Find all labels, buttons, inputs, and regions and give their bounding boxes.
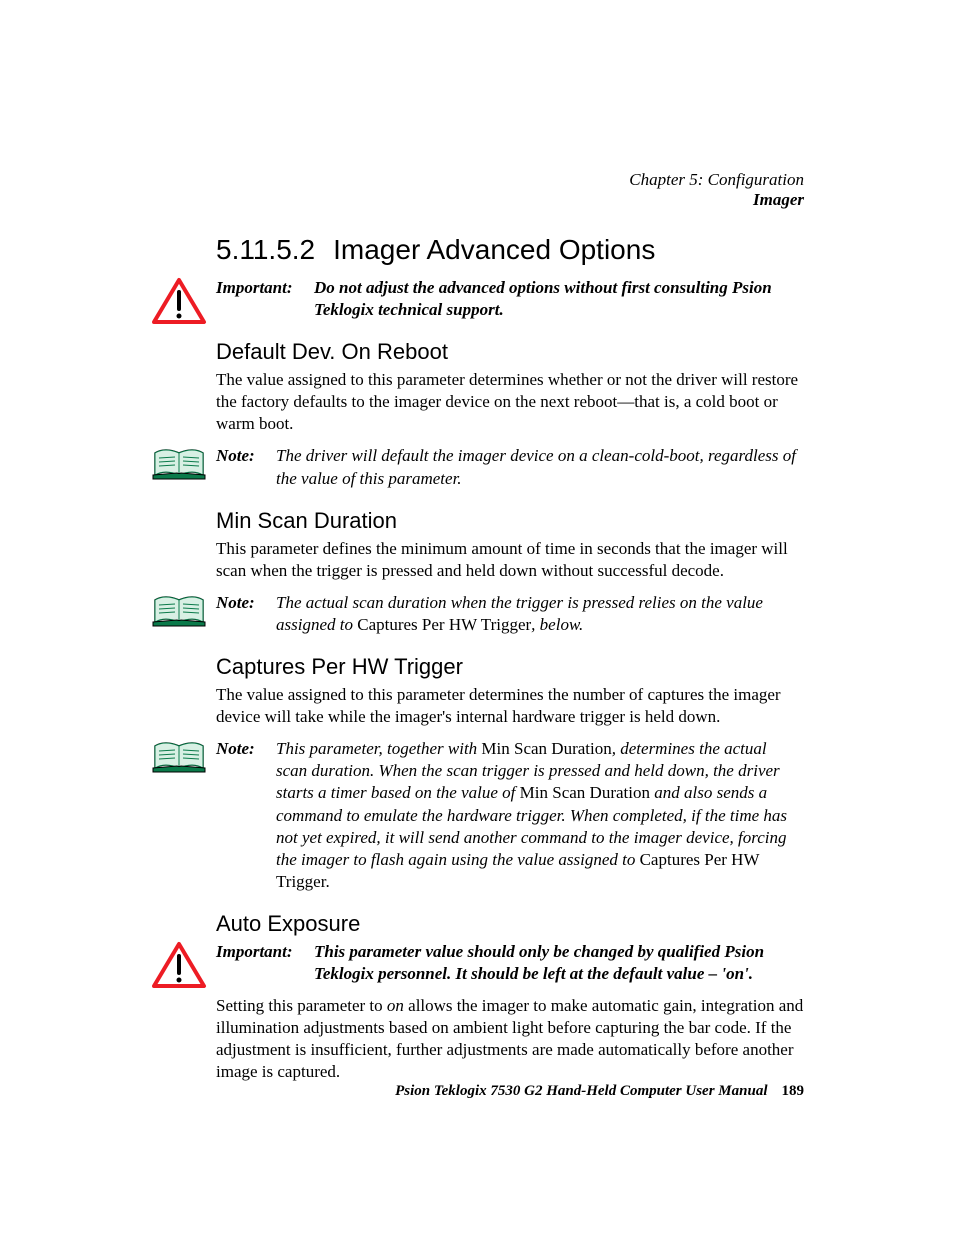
important-text: This parameter value should only be chan…: [314, 941, 798, 985]
header-section: Imager: [629, 190, 804, 210]
subheading-min-scan: Min Scan Duration: [216, 508, 804, 534]
book-icon: [151, 738, 207, 776]
note-label: Note:: [216, 445, 276, 467]
subheading-default-dev: Default Dev. On Reboot: [216, 339, 804, 365]
important-text: Do not adjust the advanced options witho…: [314, 277, 798, 321]
warning-icon: [151, 941, 207, 989]
important-label: Important:: [216, 277, 314, 299]
note-label: Note:: [216, 738, 276, 760]
body-auto-exposure: Setting this parameter to on allows the …: [216, 995, 804, 1083]
note-block-2: Note:The actual scan duration when the t…: [216, 592, 804, 636]
note-block-1: Note:The driver will default the imager …: [216, 445, 804, 489]
content-area: 5.11.5.2 Imager Advanced Options Importan…: [216, 230, 804, 1093]
book-icon: [151, 592, 207, 630]
note-label: Note:: [216, 592, 276, 614]
book-icon: [151, 445, 207, 483]
body-default-dev: The value assigned to this parameter det…: [216, 369, 804, 435]
footer-text: Psion Teklogix 7530 G2 Hand-Held Compute…: [395, 1083, 767, 1099]
note-text: The driver will default the imager devic…: [276, 445, 798, 489]
note-block-3: Note:This parameter, together with Min S…: [216, 738, 804, 893]
page-footer: Psion Teklogix 7530 G2 Hand-Held Compute…: [395, 1083, 804, 1100]
subheading-captures: Captures Per HW Trigger: [216, 654, 804, 680]
page: Chapter 5: Configuration Imager 5.11.5.2…: [0, 0, 954, 1235]
subheading-auto-exposure: Auto Exposure: [216, 911, 804, 937]
important-block-2: Important:This parameter value should on…: [216, 941, 804, 985]
important-block-1: Important:Do not adjust the advanced opt…: [216, 277, 804, 321]
main-heading: 5.11.5.2 Imager Advanced Options: [216, 230, 804, 267]
body-min-scan: This parameter defines the minimum amoun…: [216, 538, 804, 582]
important-label: Important:: [216, 941, 314, 963]
header-chapter: Chapter 5: Configuration: [629, 170, 804, 190]
note-text: This parameter, together with Min Scan D…: [276, 738, 798, 893]
warning-icon: [151, 277, 207, 325]
note-text: The actual scan duration when the trigge…: [276, 592, 798, 636]
section-number: 5.11.5.2: [216, 234, 315, 265]
page-number: 189: [782, 1083, 805, 1099]
page-header: Chapter 5: Configuration Imager: [629, 170, 804, 211]
section-title: Imager Advanced Options: [333, 234, 655, 265]
body-captures: The value assigned to this parameter det…: [216, 684, 804, 728]
